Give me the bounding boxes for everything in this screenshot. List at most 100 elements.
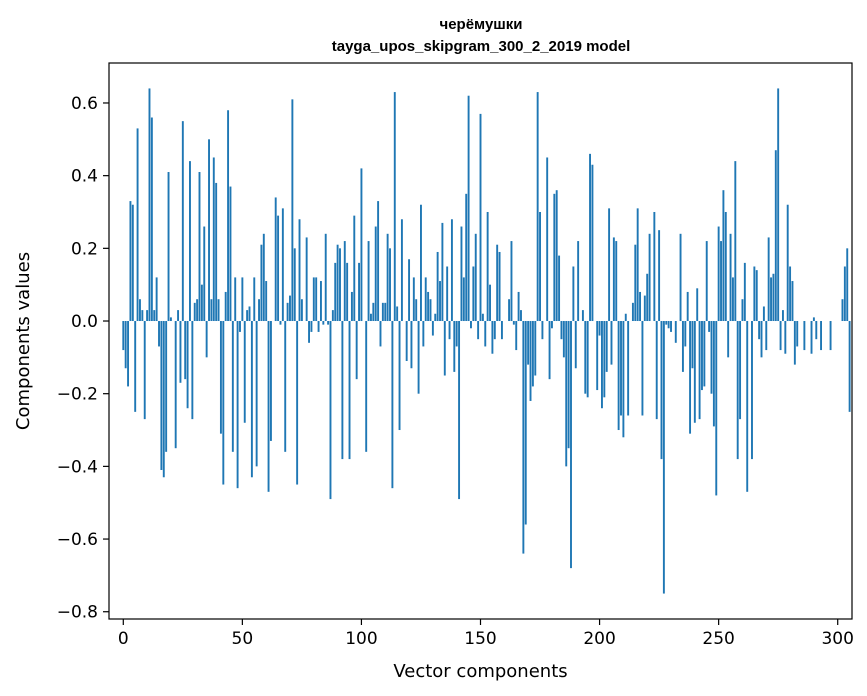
bar <box>812 317 815 322</box>
bar <box>162 321 165 478</box>
bar <box>727 321 730 358</box>
bar <box>131 204 134 322</box>
bar <box>734 161 737 322</box>
bar <box>736 321 739 460</box>
y-tick-label: −0.4 <box>57 457 98 477</box>
bar <box>591 164 594 322</box>
bar <box>229 186 232 322</box>
bar <box>789 266 792 322</box>
bar <box>777 88 780 322</box>
bar <box>674 321 677 343</box>
bar <box>529 321 532 401</box>
bar <box>641 321 644 416</box>
y-tick-label: −0.6 <box>57 530 98 550</box>
x-tick-label: 0 <box>118 629 129 649</box>
bar <box>398 321 401 431</box>
bar <box>217 299 220 322</box>
bar <box>446 266 449 322</box>
bar <box>517 291 520 322</box>
bar <box>820 321 822 351</box>
x-axis-label: Vector components <box>393 661 567 682</box>
bar <box>715 321 718 496</box>
bar <box>134 321 137 412</box>
bar <box>200 284 203 322</box>
chart-title-line-2: tayga_upos_skipgram_300_2_2019 model <box>332 38 631 55</box>
bar <box>796 321 799 347</box>
bar <box>586 321 589 398</box>
bar <box>274 197 277 322</box>
bar <box>553 193 556 322</box>
bar <box>246 310 249 322</box>
bar <box>224 291 227 322</box>
bar <box>231 321 234 452</box>
bar <box>522 321 525 554</box>
bar <box>781 310 784 322</box>
bar <box>465 193 468 322</box>
bar <box>624 313 627 322</box>
bar <box>208 139 210 322</box>
y-tick-label: −0.8 <box>57 603 98 623</box>
bar <box>698 321 701 420</box>
bar <box>269 321 272 441</box>
bar <box>420 204 422 322</box>
bar <box>315 277 318 322</box>
bar <box>367 241 370 322</box>
bar <box>610 321 613 365</box>
bar <box>770 277 772 322</box>
bar <box>653 211 656 322</box>
bar <box>570 321 572 569</box>
bar <box>601 321 603 409</box>
bar <box>400 219 403 322</box>
bar <box>810 321 813 354</box>
bar <box>596 321 599 391</box>
bar <box>372 302 375 322</box>
y-axis-label: Components values <box>13 252 34 430</box>
bar <box>555 190 558 322</box>
bar <box>417 321 420 394</box>
bar <box>405 321 408 361</box>
bar <box>346 262 349 322</box>
bar <box>374 226 377 322</box>
bar <box>181 121 184 322</box>
bar <box>253 277 256 322</box>
bar <box>141 310 144 322</box>
bar <box>336 244 339 322</box>
bar <box>622 321 625 438</box>
bar <box>219 321 222 434</box>
bar <box>286 302 289 322</box>
bar <box>717 226 720 322</box>
bar <box>655 321 658 420</box>
bar <box>648 233 651 322</box>
bar <box>177 310 180 322</box>
bar <box>343 241 346 322</box>
bar <box>212 157 215 322</box>
bar <box>196 299 199 322</box>
bar <box>158 321 160 347</box>
bar <box>355 321 358 380</box>
bar <box>448 321 451 340</box>
bar <box>774 150 777 322</box>
bar <box>584 321 587 394</box>
bar <box>546 157 549 322</box>
bar <box>746 321 749 492</box>
bar <box>779 321 782 351</box>
bar <box>755 270 758 322</box>
bar <box>203 226 206 322</box>
bar <box>415 299 418 322</box>
bar <box>360 168 363 322</box>
bar <box>686 291 689 322</box>
bar <box>534 321 537 376</box>
bar <box>691 321 694 369</box>
bar <box>148 88 151 322</box>
bar <box>512 321 515 325</box>
bar <box>603 321 606 398</box>
bar <box>191 321 194 420</box>
bar <box>284 321 287 452</box>
bar <box>136 128 139 322</box>
bar <box>631 302 634 322</box>
bar <box>760 321 763 358</box>
bar <box>481 313 484 322</box>
bar <box>324 233 327 322</box>
bar <box>541 321 544 340</box>
bar <box>396 306 399 322</box>
